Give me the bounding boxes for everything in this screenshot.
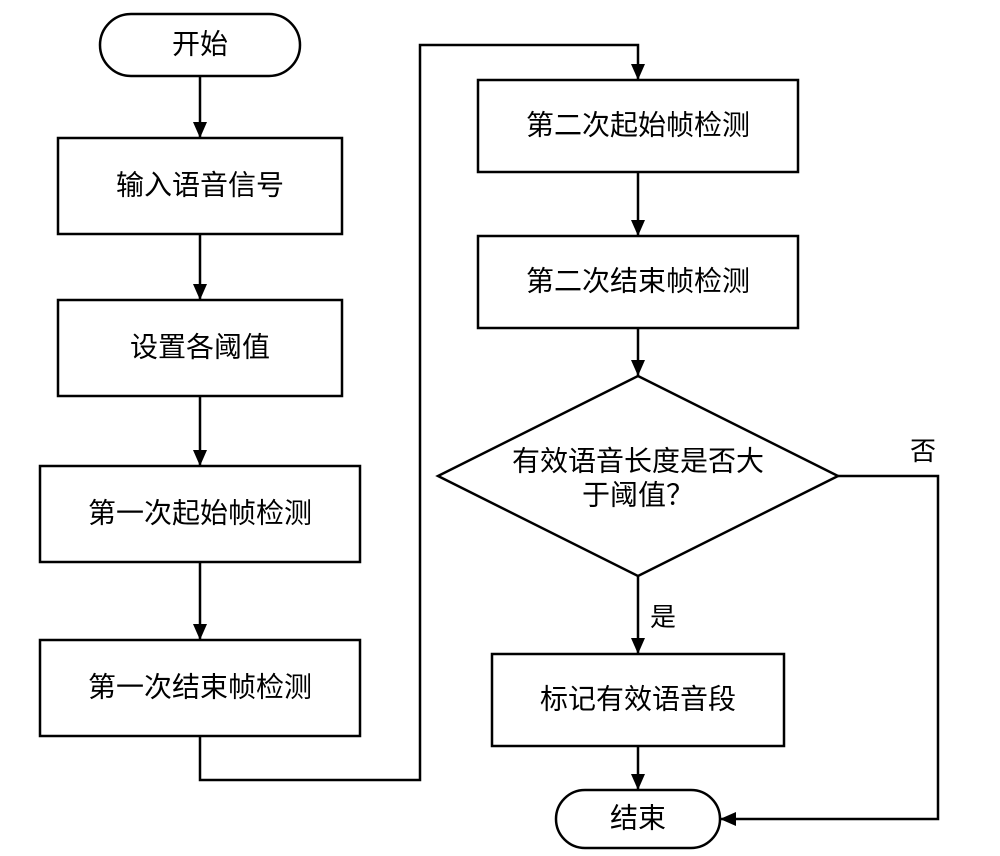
node-start-label: 开始 (172, 28, 228, 60)
node-end-label: 结束 (610, 802, 666, 834)
node-d1-label-line1: 有效语音长度是否大 (512, 445, 764, 477)
node-n4-label: 第一次结束帧检测 (88, 671, 312, 703)
node-n5-label: 第二次起始帧检测 (526, 109, 750, 141)
edge-label-d1-end: 否 (910, 437, 936, 466)
arrowhead-icon (631, 64, 645, 80)
node-d1-label-line2: 于阈值？ (582, 479, 694, 511)
arrowhead-icon (631, 638, 645, 654)
edge-label-d1-n7: 是 (650, 603, 676, 632)
arrowhead-icon (631, 360, 645, 376)
node-n2-label: 设置各阈值 (130, 331, 270, 363)
node-n7-label: 标记有效语音段 (540, 683, 736, 715)
arrowhead-icon (720, 812, 736, 826)
arrowhead-icon (193, 624, 207, 640)
edge-d1-end (720, 476, 938, 819)
node-n3-label: 第一次起始帧检测 (88, 497, 312, 529)
node-n1-label: 输入语音信号 (116, 169, 284, 201)
arrowhead-icon (193, 284, 207, 300)
arrowhead-icon (193, 450, 207, 466)
arrowhead-icon (193, 122, 207, 138)
arrowhead-icon (631, 220, 645, 236)
arrowhead-icon (631, 774, 645, 790)
node-n6-label: 第二次结束帧检测 (526, 265, 750, 297)
